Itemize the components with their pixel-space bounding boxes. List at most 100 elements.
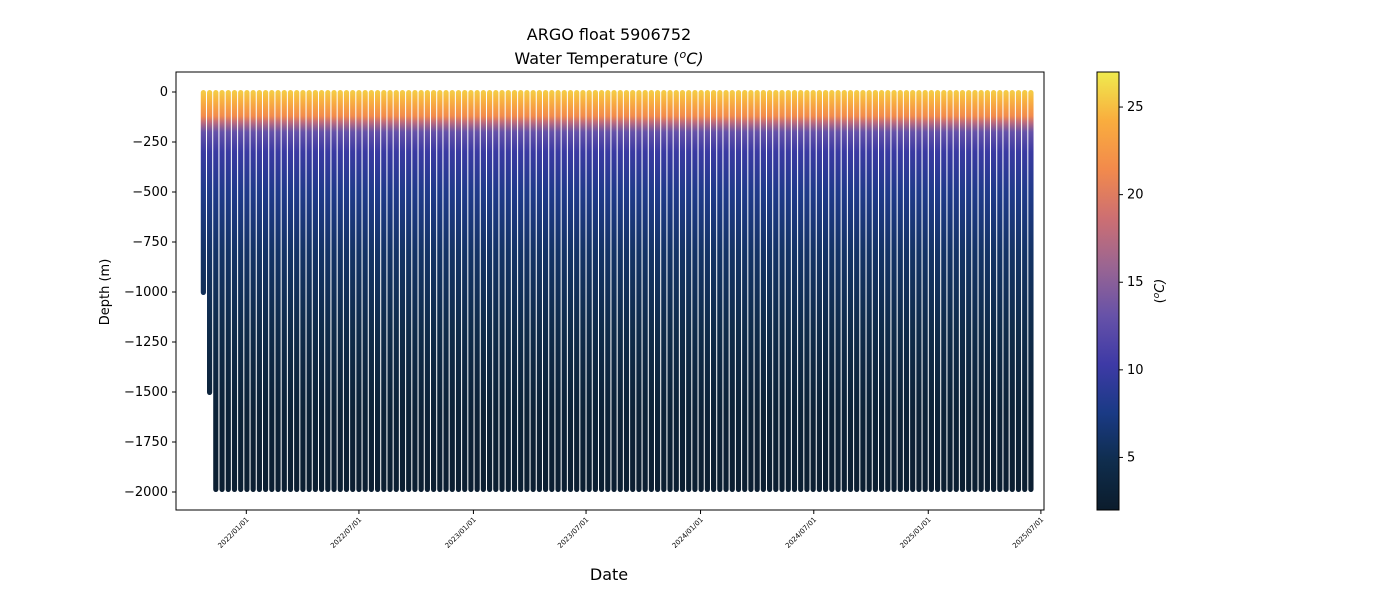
profile-column [207,90,213,395]
profile-column [947,90,953,492]
x-tick-label: 2024/07/01 [784,516,818,550]
profile-column [729,90,735,492]
profile-column [773,90,779,492]
profile-column [698,90,704,492]
profile-column [872,90,878,492]
profile-column [592,90,598,492]
profile-column [200,90,206,295]
profile-column [443,90,449,492]
colorbar-tick-label: 15 [1127,275,1144,290]
profile-column [661,90,667,492]
profile-column [244,90,250,492]
profile-column [256,90,262,492]
profile-column [437,90,443,492]
profile-column [1003,90,1009,492]
colorbar-tick-label: 5 [1127,450,1135,465]
y-tick-label: −500 [132,185,168,200]
profile-column [412,90,418,492]
profile-column [319,90,325,492]
profile-column [580,90,586,492]
profile-column [331,90,337,492]
profile-column [686,90,692,492]
y-tick-label: −750 [132,235,168,250]
profile-column [350,90,356,492]
profile-column [742,90,748,492]
y-tick-label: 0 [160,85,168,100]
profile-column [1028,90,1034,492]
profile-column [287,90,294,492]
y-tick-label: −1250 [124,335,168,350]
profile-column [891,90,897,492]
profile-column [611,90,617,492]
profile-column [903,90,910,492]
profile-column [991,90,997,492]
profile-column [823,90,829,492]
profile-column [617,90,623,492]
profile-column [524,90,530,492]
x-axis: 2022/01/01 2022/07/01 2023/01/01 2023/07/01… [217,510,1045,550]
profile-column [854,90,860,492]
profile-column [667,90,673,492]
profile-column [623,90,630,492]
profile-column [406,90,412,492]
profile-column [487,90,493,492]
profile-column [779,90,785,492]
profile-column [362,90,368,492]
y-tick-label: −250 [132,135,168,150]
profile-column [692,90,698,492]
profile-column [462,90,468,492]
profile-column [648,90,654,492]
profile-column [754,90,760,492]
profile-column [219,90,225,492]
profile-column [704,90,710,492]
profile-column [1022,90,1028,492]
profile-column [387,90,393,492]
profile-column [735,90,742,492]
profile-column [555,90,561,492]
profile-column [225,90,231,492]
profile-column [841,90,847,492]
x-tick-label: 2023/07/01 [556,516,590,550]
profile-column [922,90,928,492]
profile-column [723,90,729,492]
profile-column [567,90,574,492]
y-tick-label: −1500 [124,385,168,400]
x-axis-label: Date [590,565,628,584]
profile-column [281,90,287,492]
profile-column [941,90,947,492]
profile-column [263,90,269,492]
profile-column [630,90,636,492]
profile-column [325,90,331,492]
profile-column [935,90,941,492]
y-tick-label: −1000 [124,285,168,300]
profile-column [231,90,238,492]
profile-column [785,90,791,492]
profile-column [655,90,661,492]
profile-column [306,90,312,492]
profile-column [424,90,430,492]
profile-column [966,90,972,492]
profile-column [549,90,555,492]
profile-column [368,90,374,492]
profile-column [910,90,916,492]
profile-column [530,90,536,492]
profile-column [449,90,455,492]
profile-column [816,90,822,492]
profile-column [984,90,990,492]
profile-column [312,90,318,492]
x-tick-label: 2022/01/01 [217,516,251,550]
x-tick-label: 2025/01/01 [898,516,932,550]
profile-column [599,90,605,492]
plot-frame [175,71,1045,511]
profile-column [574,90,580,492]
colorbar-tick-label: 20 [1127,188,1144,203]
profile-column [928,90,934,492]
profile-column [1015,90,1022,492]
profile-column [343,90,350,492]
profile-column [636,90,642,492]
profile-column [493,90,499,492]
chart-title: ARGO float 5906752 [527,25,691,44]
profile-column [238,90,244,492]
profile-column [885,90,891,492]
profile-column [804,90,810,492]
